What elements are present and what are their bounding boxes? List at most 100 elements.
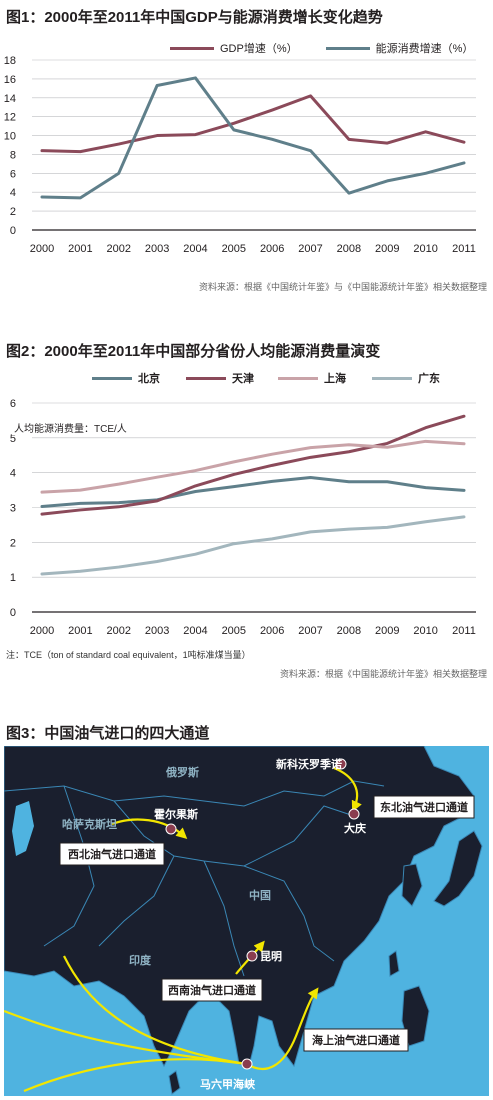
map-caspian-sea — [12, 801, 34, 856]
label-kunming: 昆明 — [260, 950, 282, 963]
x-tick-label: 2007 — [298, 625, 322, 637]
series-line-1-0 — [40, 94, 466, 154]
legend-swatch-gdp — [170, 46, 214, 50]
y-tick-label: 2 — [10, 206, 16, 218]
fig3-title: 图3：中国油气进口的四大通道 — [6, 725, 210, 742]
series-line-2-3 — [40, 515, 466, 576]
node-malacca — [241, 1058, 253, 1070]
callout-sea-label: 海上油气进口通道 — [312, 1033, 400, 1047]
fig2-note: 注：TCE（ton of standard coal equivalent，1吨… — [6, 650, 251, 660]
callout-northwest: 西北油气进口通道 — [59, 842, 165, 866]
x-tick-label: 2009 — [375, 625, 399, 637]
fig1-legend: GDP增速（%） 能源消费增速（%） — [170, 40, 473, 56]
y-tick-label: 4 — [10, 187, 16, 199]
legend-swatch-guangdong — [372, 376, 412, 380]
legend-label-energy: 能源消费增速（%） — [375, 43, 474, 55]
x-tick-label: 2003 — [145, 625, 169, 637]
legend-label-gdp: GDP增速（%） — [220, 43, 298, 55]
fig2-source: 资料来源：根据《中国能源统计年鉴》相关数据整理 — [279, 669, 487, 679]
y-tick-label: 18 — [4, 55, 16, 67]
legend-label-beijing: 北京 — [138, 373, 160, 385]
route-sea-east — [246, 987, 319, 1070]
node-kunming — [246, 950, 258, 962]
x-tick-label: 2004 — [183, 625, 207, 637]
callout-northwest-label: 西北油气进口通道 — [68, 847, 156, 861]
x-tick-label: 2001 — [68, 625, 92, 637]
x-tick-label: 2006 — [260, 243, 284, 255]
x-tick-label: 2004 — [183, 243, 207, 255]
series-line-1-1 — [40, 76, 466, 200]
map-svg: 俄罗斯 哈萨克斯坦 中国 印度 新科沃罗季诺 大庆 霍尔果斯 昆明 马六甲海峡 … — [4, 746, 489, 1096]
fig1-source: 资料来源：根据《中国统计年鉴》与《中国能源统计年鉴》相关数据整理 — [198, 282, 487, 292]
y-tick-label: 3 — [10, 503, 16, 515]
x-tick-label: 2008 — [337, 625, 361, 637]
x-tick-label: 2005 — [222, 625, 246, 637]
y-tick-label: 1 — [10, 572, 16, 584]
node-khorgos — [165, 823, 177, 835]
fig1-title: 图1：2000年至2011年中国GDP与能源消费增长变化趋势 — [6, 9, 383, 26]
series-line-2-2 — [40, 439, 466, 494]
route-sea-west3 — [23, 1058, 248, 1093]
y-tick-label: 12 — [4, 112, 16, 124]
label-malacca: 马六甲海峡 — [200, 1077, 256, 1091]
x-tick-label: 2009 — [375, 243, 399, 255]
callout-southwest: 西南油气进口通道 — [161, 978, 263, 1002]
label-khorgos: 霍尔果斯 — [154, 807, 198, 821]
y-tick-label: 6 — [10, 398, 16, 410]
y-tick-label: 2 — [10, 537, 16, 549]
callout-southwest-label: 西南油气进口通道 — [168, 983, 256, 997]
legend-swatch-tianjin — [186, 376, 226, 380]
route-northwest — [111, 818, 188, 839]
fig1-line-chart: 0 2 4 6 8 10 12 14 16 18 2000 2001 2002 2003 2004 2005 2… — [4, 55, 476, 255]
y-tick-label: 14 — [4, 93, 16, 105]
y-tick-label: 16 — [4, 74, 16, 86]
map-land-philippines — [401, 985, 430, 1047]
label-india: 印度 — [129, 953, 152, 967]
y-tick-label: 8 — [10, 149, 16, 161]
x-tick-label: 2000 — [30, 625, 54, 637]
x-tick-label: 2011 — [452, 243, 476, 255]
y-tick-label: 0 — [10, 225, 16, 237]
legend-label-shanghai: 上海 — [324, 373, 346, 385]
legend-swatch-beijing — [92, 376, 132, 380]
fig2-unit-label: 人均能源消费量：TCE/人 — [12, 420, 129, 435]
x-tick-label: 2001 — [68, 243, 92, 255]
fig2-title: 图2：2000年至2011年中国部分省份人均能源消费量演变 — [6, 343, 381, 360]
node-daqing — [348, 808, 360, 820]
x-tick-label: 2010 — [413, 243, 437, 255]
route-sea-west2 — [4, 1009, 248, 1066]
route-sea-west1 — [63, 955, 248, 1066]
x-tick-label: 2008 — [337, 243, 361, 255]
map-borders — [4, 780, 385, 977]
map-land-japan — [433, 830, 483, 907]
callout-northeast: 东北油气进口通道 — [373, 795, 475, 819]
y-tick-label: 0 — [10, 607, 16, 619]
label-kazakhstan: 哈萨克斯坦 — [62, 817, 117, 831]
x-tick-label: 2003 — [145, 243, 169, 255]
map-land-taiwan — [388, 950, 400, 977]
route-northeast — [333, 766, 362, 812]
node-novosibirsk — [335, 758, 347, 770]
x-tick-label: 2002 — [106, 625, 130, 637]
x-tick-label: 2007 — [298, 243, 322, 255]
series-line-2-0 — [40, 476, 466, 508]
map-land-asia — [4, 746, 475, 1068]
label-daqing: 大庆 — [344, 821, 366, 835]
x-tick-label: 2002 — [106, 243, 130, 255]
x-tick-label: 2010 — [413, 625, 437, 637]
callout-sea: 海上油气进口通道 — [303, 1028, 409, 1052]
fig2-line-chart: 0 1 2 3 4 5 6 2000 2001 2002 2003 2004 2005 2006 2007 2… — [10, 398, 476, 637]
x-tick-label: 2011 — [452, 625, 476, 637]
y-tick-label: 10 — [4, 131, 16, 143]
x-tick-label: 2006 — [260, 625, 284, 637]
oil-gas-import-map: 俄罗斯 哈萨克斯坦 中国 印度 新科沃罗季诺 大庆 霍尔果斯 昆明 马六甲海峡 … — [4, 746, 489, 1096]
y-tick-label: 6 — [10, 168, 16, 180]
fig2-legend: 北京 天津 上海 广东 — [92, 370, 440, 386]
legend-label-tianjin: 天津 — [232, 373, 254, 385]
x-tick-label: 2005 — [222, 243, 246, 255]
y-tick-label: 5 — [10, 433, 16, 445]
series-line-2-1 — [40, 414, 466, 516]
y-tick-label: 4 — [10, 468, 16, 480]
callout-northeast-label: 东北油气进口通道 — [380, 800, 468, 814]
label-china: 中国 — [249, 888, 271, 902]
